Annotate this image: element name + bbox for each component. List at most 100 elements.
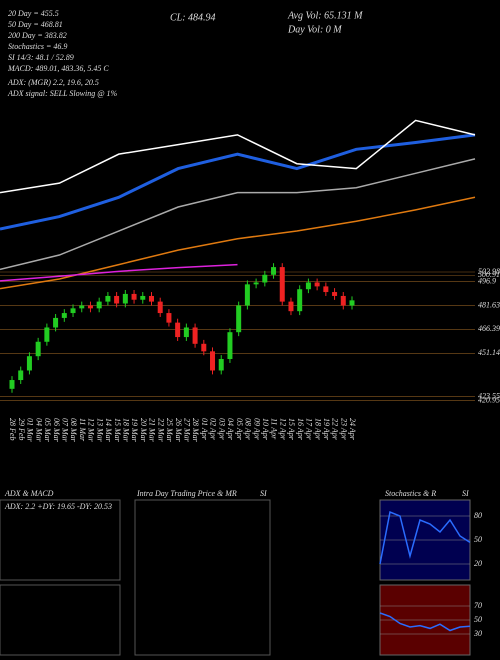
candle-body xyxy=(183,327,189,338)
x-tick-label: 18 Mar xyxy=(121,418,130,443)
x-tick-label: 03 Apr xyxy=(217,418,226,441)
candle-body xyxy=(349,300,355,306)
y-tick-label: 20 xyxy=(474,559,482,568)
x-tick-label: 23 Apr xyxy=(339,418,348,441)
panel-subtitle: SI xyxy=(462,489,469,498)
x-tick-label: 26 Mar xyxy=(174,418,183,443)
x-tick-label: 02 Apr xyxy=(209,418,218,441)
x-tick-label: 12 Apr xyxy=(278,418,287,441)
x-tick-label: 09 Apr xyxy=(252,418,261,441)
x-tick-label: 08 Mar xyxy=(69,418,78,443)
candle-body xyxy=(114,295,120,304)
series-line xyxy=(0,263,238,282)
x-tick-label: 11 Apr xyxy=(270,418,279,440)
candle-body xyxy=(332,292,338,296)
y-tick-label: 50 xyxy=(474,535,482,544)
candle-body xyxy=(279,267,285,302)
candle-body xyxy=(210,351,216,371)
candle-body xyxy=(61,313,67,318)
header-text: Stochastics = 46.9 xyxy=(8,42,67,51)
x-tick-label: 08 Apr xyxy=(244,418,253,441)
y-tick-label: 80 xyxy=(474,511,482,520)
x-tick-label: 25 Mar xyxy=(165,418,174,443)
y-tick-label: 502.98 xyxy=(478,267,500,276)
y-tick-label: 451.14 xyxy=(478,348,500,357)
x-tick-label: 16 Apr xyxy=(296,418,305,441)
y-tick-label: 70 xyxy=(474,601,482,610)
x-tick-label: 15 Mar xyxy=(113,418,122,443)
y-tick-label: 481.63 xyxy=(478,300,500,309)
series-line xyxy=(0,158,476,271)
panel-subtitle: ADX: 2.2 +DY: 19.65 -DY: 20.53 xyxy=(4,502,112,511)
candle-body xyxy=(218,359,224,371)
candle-body xyxy=(236,305,242,333)
x-tick-label: 24 Apr xyxy=(348,418,357,441)
panel-title: Stochastics & R xyxy=(385,489,436,498)
candle-body xyxy=(79,305,85,309)
candle-body xyxy=(53,317,59,328)
candle-body xyxy=(253,282,259,285)
candle-body xyxy=(201,343,207,352)
x-tick-label: 06 Mar xyxy=(52,418,61,443)
x-tick-label: 10 Apr xyxy=(261,418,270,441)
series-line xyxy=(379,612,471,632)
header-text: Day Vol: 0 M xyxy=(287,24,342,35)
y-tick-label: 30 xyxy=(473,629,482,638)
candle-body xyxy=(305,282,311,290)
candle-body xyxy=(35,341,41,357)
candle-body xyxy=(9,380,15,389)
y-tick-label: 500.91 xyxy=(478,270,500,279)
x-tick-label: 01 Apr xyxy=(200,418,209,441)
x-tick-label: 05 Mar xyxy=(43,418,52,443)
x-tick-label: 17 Apr xyxy=(305,418,314,441)
x-tick-label: 22 Apr xyxy=(331,418,340,441)
candle-body xyxy=(288,301,294,312)
candle-body xyxy=(323,286,329,293)
header-text: 50 Day = 468.81 xyxy=(8,20,63,29)
x-tick-label: 01 Mar xyxy=(26,418,35,443)
header-text: CL: 484.94 xyxy=(170,12,216,23)
header-text: MACD: 489.01, 483.36, 5.45 C xyxy=(7,64,109,73)
x-tick-label: 18 Apr xyxy=(313,418,322,441)
candle-body xyxy=(262,274,268,283)
x-tick-label: 27 Mar xyxy=(183,418,192,443)
candle-body xyxy=(87,305,93,309)
adx-panel xyxy=(0,499,121,581)
intraday-panel xyxy=(134,499,271,656)
candle-body xyxy=(244,284,250,306)
candle-body xyxy=(26,356,32,371)
candle-body xyxy=(122,293,128,304)
candle-body xyxy=(148,295,154,302)
candle-body xyxy=(70,308,76,314)
header-text: SI 14/3: 48.1 / 52.89 xyxy=(8,53,74,62)
macd-panel xyxy=(0,584,121,656)
candle-body xyxy=(157,301,163,314)
panel-title: Intra Day Trading Price & MR xyxy=(136,489,237,498)
candle-body xyxy=(96,301,102,309)
candle-body xyxy=(314,282,320,287)
panel-title: ADX & MACD xyxy=(4,489,54,498)
y-tick-label: 420.95 xyxy=(478,395,500,404)
series-line xyxy=(0,119,476,194)
x-tick-label: 04 Apr xyxy=(226,418,235,441)
candle-body xyxy=(340,295,346,306)
candle-body xyxy=(44,327,50,342)
candle-body xyxy=(192,327,198,344)
x-tick-label: 14 Mar xyxy=(104,418,113,443)
y-tick-label: 423.55 xyxy=(478,391,500,400)
series-line xyxy=(379,510,471,565)
x-tick-label: 12 Mar xyxy=(87,418,96,443)
x-tick-label: 13 Mar xyxy=(95,418,104,443)
x-tick-label: 19 Apr xyxy=(322,418,331,441)
series-line xyxy=(0,133,476,231)
x-tick-label: 15 Apr xyxy=(287,418,296,441)
x-tick-label: 11 Mar xyxy=(78,418,87,442)
header-text: Avg Vol: 65.131 M xyxy=(287,10,363,21)
x-tick-label: 04 Mar xyxy=(34,418,43,443)
x-tick-label: 22 Mar xyxy=(156,418,165,443)
candle-body xyxy=(271,267,277,275)
header-text: 20 Day = 455.5 xyxy=(8,9,59,18)
x-tick-label: 28 Mar xyxy=(191,418,200,443)
candle-body xyxy=(140,295,146,300)
